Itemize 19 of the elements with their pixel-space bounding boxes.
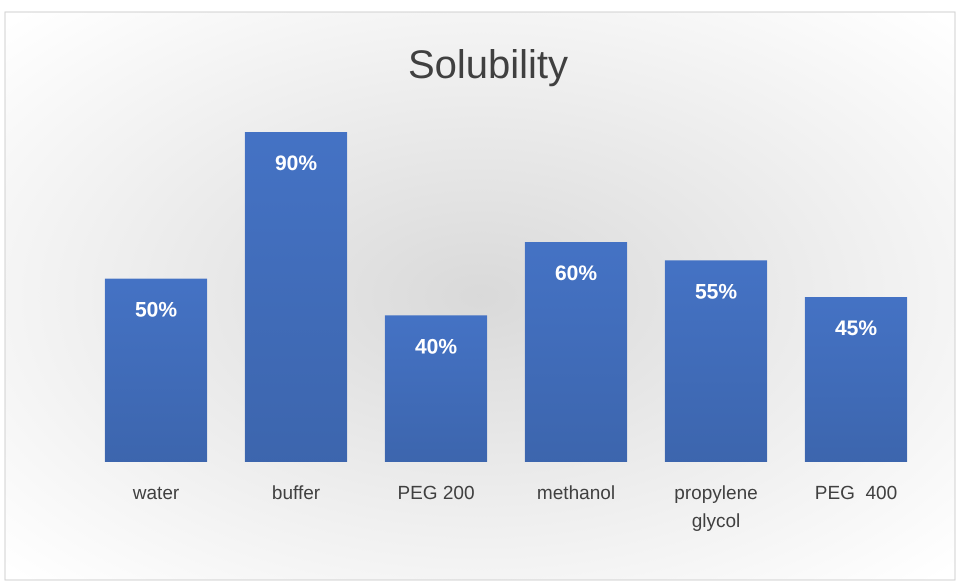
bar: [804, 297, 908, 462]
data-label: 50%: [134, 298, 178, 322]
chart-title: Solubility: [408, 43, 568, 87]
bar: [384, 315, 488, 462]
x-tick-label: PEG 200: [397, 483, 475, 504]
x-tick-label: PEG 400: [814, 483, 898, 504]
bar: [244, 132, 348, 462]
data-label: 40%: [414, 335, 458, 358]
bar: [524, 242, 628, 462]
x-tick-label: methanol: [536, 483, 616, 504]
bar: [664, 260, 768, 462]
data-label: 45%: [834, 317, 878, 340]
x-tick-label: water: [132, 483, 180, 504]
data-label: 60%: [554, 262, 598, 285]
data-label: 55%: [694, 280, 738, 304]
data-label: 90%: [274, 152, 318, 175]
bar: [104, 278, 208, 462]
x-tick-label: propylene glycol: [674, 483, 758, 532]
x-tick-label: buffer: [272, 483, 321, 504]
